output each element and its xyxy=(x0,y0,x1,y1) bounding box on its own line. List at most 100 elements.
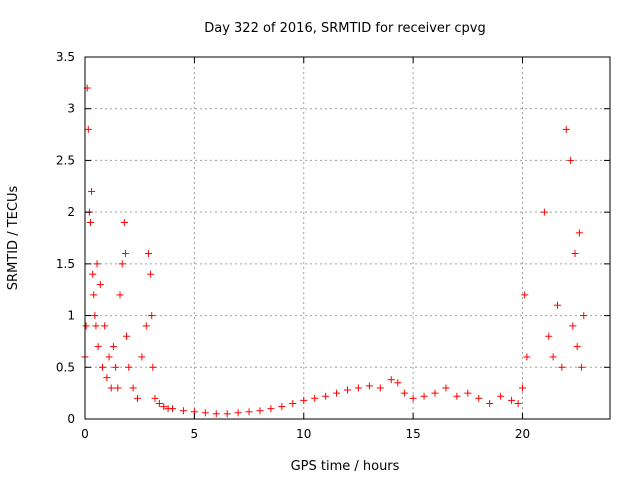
data-point xyxy=(256,407,264,415)
data-point xyxy=(322,392,330,400)
data-point xyxy=(201,409,209,417)
data-point xyxy=(223,410,231,418)
data-point xyxy=(144,250,152,258)
x-tick-label: 10 xyxy=(296,427,311,441)
x-tick-label: 15 xyxy=(405,427,420,441)
data-point xyxy=(103,374,111,382)
data-point xyxy=(278,403,286,411)
data-point xyxy=(101,322,109,330)
data-point xyxy=(114,384,122,392)
y-tick-label: 1.5 xyxy=(56,257,75,271)
data-point xyxy=(394,379,402,387)
data-point xyxy=(96,281,104,289)
y-axis-title: SRMTID / TECUs xyxy=(6,186,21,291)
data-point xyxy=(311,394,319,402)
data-point xyxy=(442,384,450,392)
grid xyxy=(85,57,610,419)
data-point xyxy=(354,384,362,392)
data-point xyxy=(514,399,522,407)
data-point xyxy=(333,389,341,397)
data-point xyxy=(540,208,548,216)
data-point xyxy=(289,399,297,407)
data-point xyxy=(554,301,561,309)
data-point xyxy=(147,270,155,278)
x-tick-label: 0 xyxy=(81,427,89,441)
data-point xyxy=(82,322,90,330)
data-point xyxy=(558,363,566,371)
data-point xyxy=(508,396,516,404)
data-point xyxy=(89,270,97,278)
data-point xyxy=(562,125,570,133)
data-point xyxy=(148,312,156,320)
data-point xyxy=(234,409,242,417)
data-point xyxy=(91,312,99,320)
data-point xyxy=(344,386,351,394)
data-point xyxy=(567,156,575,164)
y-tick-label: 2 xyxy=(67,205,75,219)
data-point xyxy=(105,353,113,361)
data-point xyxy=(142,322,150,330)
data-point xyxy=(573,343,581,351)
data-point xyxy=(109,343,117,351)
data-point xyxy=(99,363,106,371)
y-tick-label: 0.5 xyxy=(56,360,75,374)
y-tick-label: 2.5 xyxy=(56,153,75,167)
data-point xyxy=(160,403,168,411)
data-point xyxy=(245,408,253,416)
data-point xyxy=(376,384,384,392)
data-point xyxy=(90,291,98,299)
data-point xyxy=(431,389,439,397)
data-point xyxy=(486,399,494,407)
chart-title: Day 322 of 2016, SRMTID for receiver cpv… xyxy=(204,21,486,36)
x-tick-label: 20 xyxy=(515,427,530,441)
y-tick-label: 3 xyxy=(67,102,75,116)
data-point xyxy=(129,384,137,392)
data-point xyxy=(134,394,141,402)
data-point xyxy=(365,382,373,390)
plot-frame xyxy=(84,56,611,420)
data-point xyxy=(120,218,128,226)
data-point xyxy=(84,125,92,133)
data-point xyxy=(464,389,472,397)
data-point xyxy=(497,392,505,400)
data-point xyxy=(580,312,588,320)
x-tick-label: 5 xyxy=(191,427,199,441)
y-axis: 0 0.5 1 1.5 2 2.5 3 3.5 xyxy=(56,50,610,426)
data-point xyxy=(420,392,428,400)
data-point xyxy=(151,394,159,402)
data-point xyxy=(549,353,557,361)
data-point xyxy=(523,353,531,361)
data-point xyxy=(519,384,526,392)
data-point xyxy=(578,363,586,371)
data-point xyxy=(138,353,146,361)
data-point xyxy=(169,405,176,413)
data-point xyxy=(571,250,579,258)
data-point xyxy=(149,363,157,371)
y-tick-label: 1 xyxy=(67,309,75,323)
x-axis-title: GPS time / hours xyxy=(291,459,400,474)
data-point xyxy=(267,405,275,413)
data-point xyxy=(300,396,308,404)
x-axis: 0 5 10 15 20 xyxy=(81,57,530,441)
data-point xyxy=(453,392,461,400)
data-point xyxy=(387,376,395,384)
data-point xyxy=(112,363,120,371)
data-point xyxy=(94,343,102,351)
data-point xyxy=(569,322,577,330)
data-point xyxy=(575,229,583,237)
data-point xyxy=(123,332,131,340)
data-point xyxy=(179,407,187,415)
data-point xyxy=(93,260,101,268)
data-point xyxy=(107,384,115,392)
data-point xyxy=(409,394,417,402)
data-point xyxy=(86,218,94,226)
data-point xyxy=(125,363,133,371)
data-point xyxy=(92,322,100,330)
data-point xyxy=(545,332,553,340)
data-point xyxy=(521,291,529,299)
y-tick-label: 0 xyxy=(67,412,75,426)
data-point xyxy=(121,250,129,258)
data-point xyxy=(88,187,96,195)
